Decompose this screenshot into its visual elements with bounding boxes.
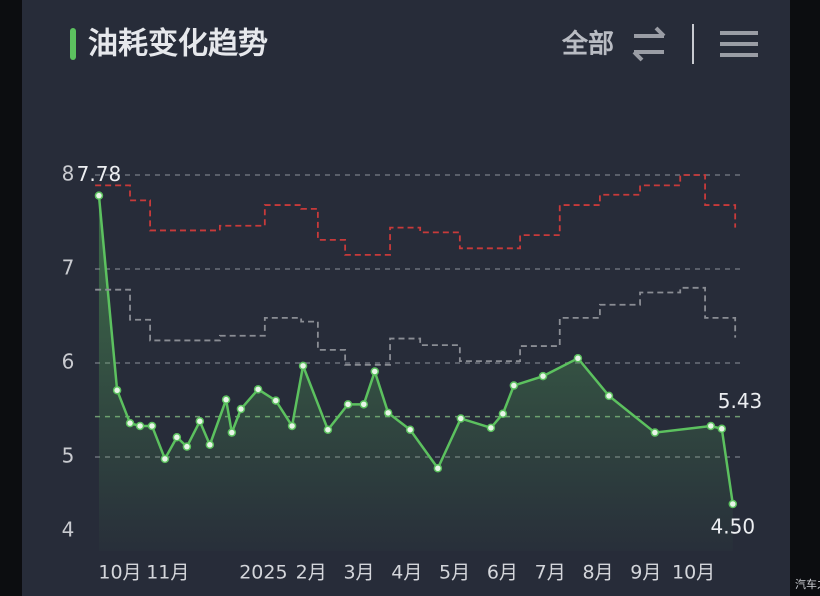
y-tick-label: 6 [62, 350, 75, 374]
y-tick-label: 8 [62, 162, 75, 186]
point [94, 191, 104, 200]
chart-title: 油耗变化趋势 [88, 27, 268, 62]
point [456, 414, 466, 423]
y-tick-label: 4 [62, 518, 75, 542]
point [405, 425, 415, 434]
point [604, 391, 614, 401]
point [172, 433, 182, 442]
point [650, 428, 660, 437]
filter-label[interactable]: 全部 [561, 29, 614, 60]
x-tick-label: 2025 [239, 562, 287, 584]
y-tick-label: 7 [62, 256, 75, 280]
point [287, 421, 297, 431]
point [253, 385, 263, 394]
point [509, 381, 519, 390]
x-tick-label: 4月 [391, 562, 422, 584]
point [205, 440, 215, 450]
x-tick-label: 3月 [343, 562, 374, 584]
y-tick-label: 5 [62, 444, 75, 468]
value-label: 7.78 [77, 162, 122, 186]
point [717, 424, 727, 434]
x-tick-label: 7月 [535, 562, 566, 584]
x-tick-label: 10月 [98, 562, 141, 584]
x-tick-label: 6月 [487, 562, 518, 584]
point [728, 499, 738, 509]
x-tick-label: 5月 [439, 562, 470, 584]
watermark: 汽车之家 [795, 577, 820, 591]
swap-icon[interactable] [632, 26, 666, 62]
point [195, 417, 205, 426]
value-label: 4.50 [711, 515, 756, 539]
settings-icon[interactable] [720, 31, 758, 57]
point [343, 400, 353, 409]
point [125, 418, 135, 428]
band-line [95, 174, 737, 256]
x-tick-label: 8月 [582, 562, 613, 584]
point [573, 354, 583, 363]
point [112, 386, 122, 395]
point [383, 408, 393, 418]
point [227, 428, 237, 437]
point [498, 409, 508, 419]
point [359, 400, 369, 409]
point [433, 464, 443, 473]
x-tick-label: 11月 [146, 562, 189, 584]
point [706, 421, 716, 431]
average-label: 5.43 [718, 389, 763, 413]
point [147, 421, 157, 431]
point [221, 395, 231, 404]
point [271, 396, 281, 405]
point [298, 361, 308, 371]
point [236, 404, 246, 414]
band-line [95, 286, 737, 366]
title-marker [70, 28, 76, 60]
x-tick-label: 10月 [672, 562, 715, 584]
point [486, 423, 496, 433]
area [98, 195, 733, 551]
point [370, 367, 380, 376]
x-tick-label: 9月 [630, 562, 661, 584]
point [160, 454, 170, 464]
point [182, 442, 192, 451]
point [538, 371, 548, 381]
x-tick-label: 2月 [296, 562, 327, 584]
point [135, 421, 145, 431]
point [323, 425, 333, 434]
